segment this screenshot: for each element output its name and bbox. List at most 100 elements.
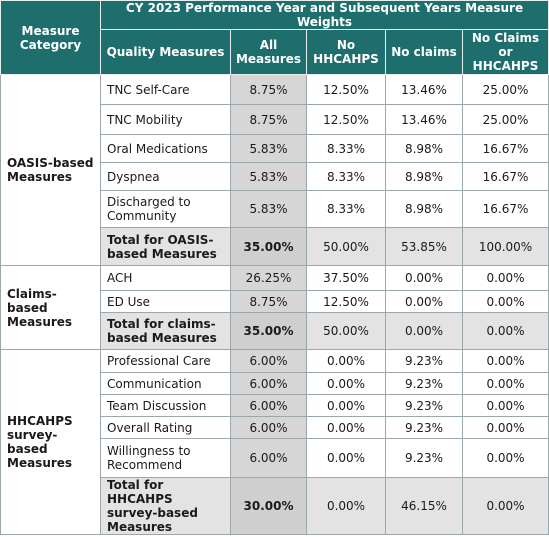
no-claims-or-hhcahps-cell: 16.67% xyxy=(461,162,549,191)
table-row: TNC Mobility 8.75% 12.50% 13.46% 25.00% xyxy=(1,104,549,135)
table-row: Communication 6.00% 0.00% 9.23% 0.00% xyxy=(1,372,549,395)
no-claims-cell: 9.23% xyxy=(385,416,463,439)
measure-name-cell: Professional Care xyxy=(100,349,231,373)
table-row: Overall Rating 6.00% 0.00% 9.23% 0.00% xyxy=(1,416,549,439)
no-hhcahps-cell: 0.00% xyxy=(306,416,386,439)
measure-name-cell: Willingness to Recommend xyxy=(100,438,231,478)
all-measures-cell: 6.00% xyxy=(230,349,307,373)
no-claims-cell: 9.23% xyxy=(385,394,463,417)
no-claims-or-hhcahps-cell: 0.00% xyxy=(461,312,549,350)
measure-category-header: Measure Category xyxy=(0,0,101,75)
no-claims-or-hhcahps-cell: 0.00% xyxy=(461,416,549,439)
all-measures-cell: 8.75% xyxy=(230,104,307,135)
no-claims-or-hhcahps-cell: 25.00% xyxy=(461,104,549,135)
all-measures-cell: 6.00% xyxy=(230,372,307,395)
table-row: Claims-based Measures ACH 26.25% 37.50% 0.00… xyxy=(0,265,549,350)
no-hhcahps-header: No HHCAHPS xyxy=(306,29,386,75)
measure-name-cell: ED Use xyxy=(100,290,231,313)
no-claims-header: No claims xyxy=(385,29,463,75)
no-claims-cell: 0.00% xyxy=(385,265,463,291)
no-claims-cell: 8.98% xyxy=(385,162,463,191)
measure-name-cell: Dyspnea xyxy=(100,162,231,191)
all-measures-cell: 5.83% xyxy=(230,190,307,228)
measure-name-cell: Discharged to Community xyxy=(100,190,231,228)
no-claims-or-hhcahps-cell: 0.00% xyxy=(461,477,549,535)
all-measures-header: All Measures xyxy=(230,29,307,75)
all-measures-cell: 35.00% xyxy=(230,312,307,350)
all-measures-cell: 6.00% xyxy=(230,416,307,439)
no-hhcahps-cell: 0.00% xyxy=(306,394,386,417)
no-claims-or-hhcahps-cell: 0.00% xyxy=(461,290,549,313)
table-row: HHCAHPS survey-based Measures Professiona… xyxy=(0,349,549,535)
no-claims-or-hhcahps-cell: 0.00% xyxy=(461,438,549,478)
measure-name-cell: Oral Medications xyxy=(100,134,231,163)
no-hhcahps-cell: 0.00% xyxy=(306,349,386,373)
table-row: Oral Medications 5.83% 8.33% 8.98% 16.67% xyxy=(1,134,549,163)
no-claims-or-hhcahps-cell: 16.67% xyxy=(461,190,549,228)
no-hhcahps-cell: 50.00% xyxy=(306,227,386,266)
table-title-header: CY 2023 Performance Year and Subsequent … xyxy=(99,0,549,30)
measure-name-cell: Team Discussion xyxy=(100,394,231,417)
no-claims-cell: 8.98% xyxy=(385,190,463,228)
no-claims-cell: 13.46% xyxy=(385,104,463,135)
measure-name-cell: Overall Rating xyxy=(100,416,231,439)
table-row: OASIS-based Measures TNC Self-Care 8.75% 12… xyxy=(0,74,549,266)
no-claims-cell: 9.23% xyxy=(385,438,463,478)
no-claims-or-hhcahps-cell: 0.00% xyxy=(461,394,549,417)
no-hhcahps-cell: 12.50% xyxy=(306,290,386,313)
total-row: Total for HHCAHPS survey-based Measures 3… xyxy=(1,477,549,535)
no-hhcahps-cell: 50.00% xyxy=(306,312,386,350)
no-hhcahps-cell: 8.33% xyxy=(306,134,386,163)
no-claims-cell: 9.23% xyxy=(385,372,463,395)
all-measures-cell: 6.00% xyxy=(230,438,307,478)
table-row: Team Discussion 6.00% 0.00% 9.23% 0.00% xyxy=(1,394,549,417)
measure-name-cell: Total for claims-based Measures xyxy=(100,312,231,350)
all-measures-cell: 35.00% xyxy=(230,227,307,266)
no-claims-or-hhcahps-cell: 0.00% xyxy=(461,349,549,373)
measure-category-cell: HHCAHPS survey-based Measures xyxy=(0,349,101,535)
all-measures-cell: 26.25% xyxy=(230,265,307,291)
measure-name-cell: ACH xyxy=(100,265,231,291)
all-measures-cell: 30.00% xyxy=(230,477,307,535)
no-hhcahps-cell: 0.00% xyxy=(306,372,386,395)
table-row: Willingness to Recommend 6.00% 0.00% 9.23% 0… xyxy=(1,438,549,478)
total-row: Total for claims-based Measures 35.00% 50.… xyxy=(1,312,549,350)
no-claims-or-hhcahps-cell: 16.67% xyxy=(461,134,549,163)
measure-category-cell: OASIS-based Measures xyxy=(0,74,101,266)
no-claims-cell: 8.98% xyxy=(385,134,463,163)
measure-name-cell: Communication xyxy=(100,372,231,395)
no-claims-cell: 0.00% xyxy=(385,312,463,350)
no-claims-or-hhcahps-cell: 0.00% xyxy=(461,265,549,291)
measure-name-cell: TNC Self-Care xyxy=(100,74,231,105)
no-hhcahps-cell: 8.33% xyxy=(306,162,386,191)
measure-name-cell: TNC Mobility xyxy=(100,104,231,135)
no-claims-or-hhcahps-cell: 25.00% xyxy=(461,74,549,105)
no-claims-cell: 0.00% xyxy=(385,290,463,313)
all-measures-cell: 5.83% xyxy=(230,162,307,191)
no-hhcahps-cell: 8.33% xyxy=(306,190,386,228)
no-claims-cell: 46.15% xyxy=(385,477,463,535)
no-claims-cell: 13.46% xyxy=(385,74,463,105)
no-claims-cell: 9.23% xyxy=(385,349,463,373)
table-body: OASIS-based Measures TNC Self-Care 8.75% 12… xyxy=(0,74,549,535)
all-measures-cell: 8.75% xyxy=(230,290,307,313)
no-hhcahps-cell: 0.00% xyxy=(306,477,386,535)
table-row: Dyspnea 5.83% 8.33% 8.98% 16.67% xyxy=(1,162,549,191)
measure-name-cell: Total for HHCAHPS survey-based Measures xyxy=(100,477,231,535)
no-hhcahps-cell: 12.50% xyxy=(306,74,386,105)
no-hhcahps-cell: 0.00% xyxy=(306,438,386,478)
measure-category-cell: Claims-based Measures xyxy=(0,265,101,350)
all-measures-cell: 6.00% xyxy=(230,394,307,417)
all-measures-cell: 5.83% xyxy=(230,134,307,163)
total-row: Total for OASIS-based Measures 35.00% 50.0… xyxy=(1,227,549,266)
measure-name-cell: Total for OASIS-based Measures xyxy=(100,227,231,266)
no-claims-or-hhcahps-cell: 100.00% xyxy=(461,227,549,266)
no-claims-cell: 53.85% xyxy=(385,227,463,266)
no-claims-or-hhcahps-header: No Claims or HHCAHPS xyxy=(461,29,549,75)
all-measures-cell: 8.75% xyxy=(230,74,307,105)
no-hhcahps-cell: 37.50% xyxy=(306,265,386,291)
no-claims-or-hhcahps-cell: 0.00% xyxy=(461,372,549,395)
quality-measures-header: Quality Measures xyxy=(100,29,231,75)
no-hhcahps-cell: 12.50% xyxy=(306,104,386,135)
